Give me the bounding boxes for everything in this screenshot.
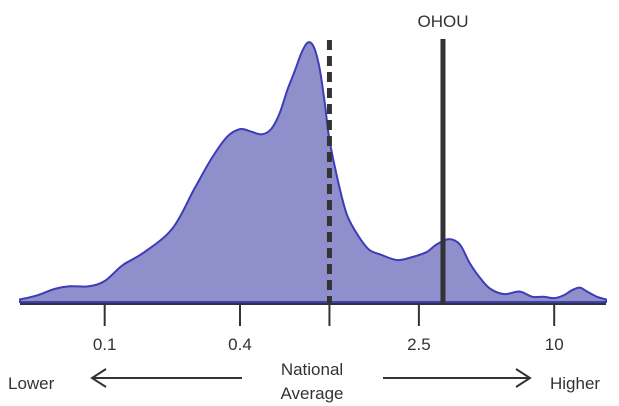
x-tick-label: 10 <box>545 335 564 354</box>
left-arrow <box>90 368 242 388</box>
national-average-label-line1: National <box>281 360 343 379</box>
x-tick-label: 0.1 <box>93 335 117 354</box>
density-area <box>19 41 607 303</box>
reference-lines: OHOU <box>326 12 468 305</box>
x-tick-label: 0.4 <box>228 335 252 354</box>
x-tick-label: 2.5 <box>407 335 431 354</box>
right-arrow <box>383 368 532 388</box>
national-average-label-line2: Average <box>280 384 343 403</box>
reference-label: OHOU <box>417 12 468 31</box>
x-axis-ticks: 0.1 0.4 2.5 10 <box>93 304 564 354</box>
lower-label: Lower <box>8 374 55 393</box>
higher-label: Higher <box>550 374 600 393</box>
